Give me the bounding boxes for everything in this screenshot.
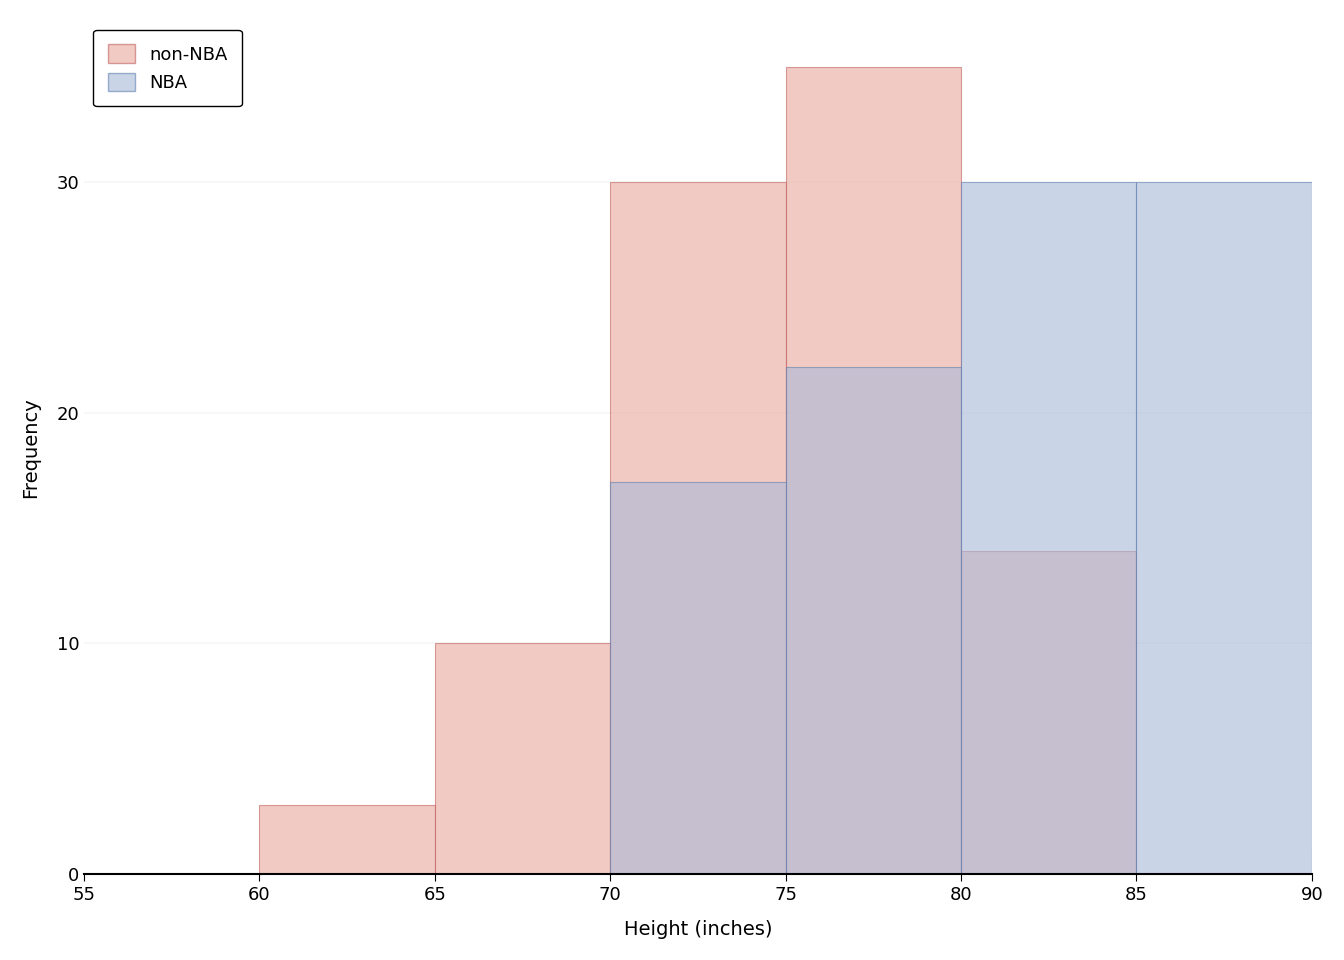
Bar <box>786 67 961 874</box>
Bar <box>1137 182 1312 874</box>
Bar <box>435 643 610 874</box>
Legend: non-NBA, NBA: non-NBA, NBA <box>93 30 242 107</box>
Y-axis label: Frequency: Frequency <box>22 396 40 497</box>
Bar <box>610 182 786 874</box>
Bar <box>259 804 435 874</box>
Bar <box>961 551 1137 874</box>
Bar <box>786 367 961 874</box>
Bar <box>961 182 1137 874</box>
Bar <box>610 482 786 874</box>
X-axis label: Height (inches): Height (inches) <box>624 921 773 939</box>
Bar <box>1312 851 1344 874</box>
